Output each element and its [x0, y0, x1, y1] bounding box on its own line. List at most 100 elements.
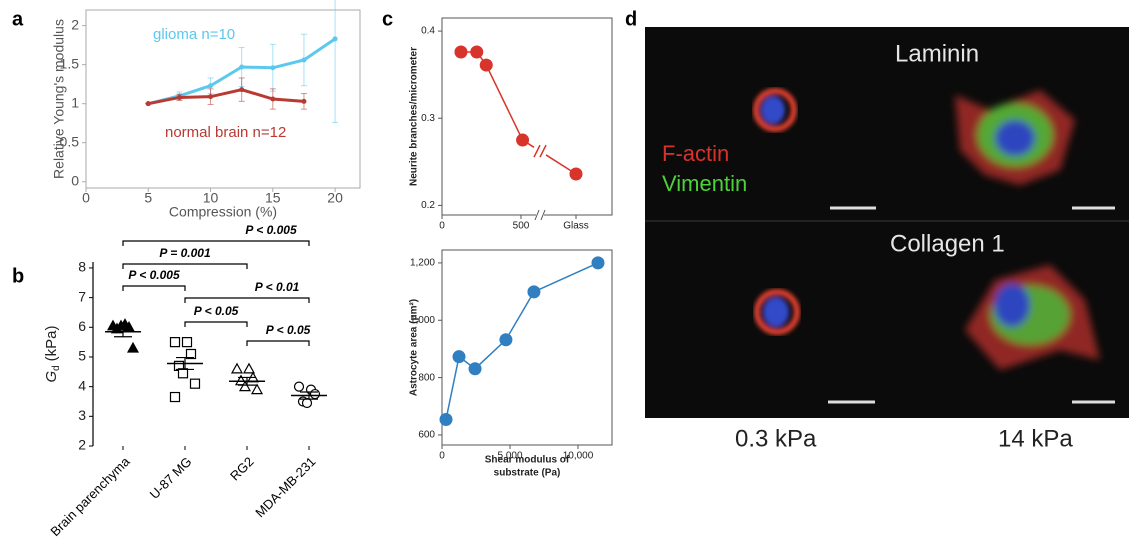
- y-tick-label: 3: [78, 407, 86, 423]
- y-label-unit: (kPa): [43, 325, 60, 361]
- y-tick-label: 8: [78, 259, 86, 275]
- data-point: [454, 45, 468, 59]
- data-point: [238, 380, 252, 392]
- cell-soft-laminin: [753, 88, 797, 132]
- y-tick-label: 0.2: [421, 200, 435, 211]
- significance-bracket: [122, 263, 248, 269]
- x-tick-label: Brain parenchyma: [47, 453, 133, 539]
- panel-letter: b: [12, 265, 24, 287]
- x-tick-label: 500: [513, 221, 530, 232]
- data-point: [270, 65, 276, 71]
- data-point: [309, 388, 321, 400]
- data-point: [239, 87, 245, 93]
- significance-label: P = 0.001: [159, 246, 211, 260]
- x-tick-label: 15: [265, 190, 281, 206]
- x-tick-label: 10: [203, 190, 219, 206]
- x-axis-label: Compression (%): [169, 204, 277, 220]
- break-mark: [533, 144, 541, 158]
- y-tick-label: 0.5: [60, 133, 80, 149]
- significance-bracket: [246, 340, 310, 346]
- cell-stiff-collagen: [965, 265, 1100, 370]
- break-connector: [522, 139, 535, 148]
- y-tick-label: 5: [78, 348, 86, 364]
- axis-break-gap: [536, 213, 544, 217]
- significance-label: P < 0.05: [266, 323, 311, 337]
- data-point: [499, 333, 513, 347]
- x-axis-label: Shear modulus of: [485, 455, 570, 466]
- y-axis-label: Astrocyte area (μm²): [409, 299, 420, 396]
- data-point: [470, 45, 484, 59]
- panel-letter: a: [12, 8, 24, 30]
- microscopy-panel: d Laminin Collagen 1 F-actin Vimentin 0.: [625, 8, 1129, 452]
- data-point: [242, 362, 256, 374]
- significance-bracket: [184, 321, 248, 327]
- data-point: [452, 350, 466, 364]
- data-point: [145, 101, 151, 107]
- axis-break-mark: [534, 209, 540, 221]
- x-tick-label: 5,000: [497, 451, 522, 462]
- y-tick-label: 1,200: [410, 258, 435, 269]
- x-tick-label: RG2: [227, 454, 257, 484]
- cell-soft-collagen: [754, 289, 800, 335]
- y-tick-label: 0.3: [421, 113, 435, 124]
- data-point: [293, 381, 305, 392]
- substrate-title: Collagen 1: [890, 230, 1005, 257]
- stiffness-label: 0.3 kPa: [735, 425, 817, 452]
- y-axis-label: Neurite branches/micrometer: [409, 47, 420, 186]
- data-point: [250, 383, 264, 395]
- series-label: glioma n=10: [153, 26, 235, 43]
- data-point: [301, 397, 313, 409]
- x-tick-label: 0: [439, 221, 445, 232]
- significance-bracket: [184, 297, 310, 303]
- significance-label: P < 0.05: [194, 304, 239, 318]
- significance-label: P < 0.005: [245, 223, 297, 237]
- y-tick-label: 4: [78, 377, 86, 393]
- plot-frame: [441, 17, 613, 216]
- data-point: [439, 412, 453, 426]
- substrate-title: Laminin: [895, 40, 979, 67]
- y-tick-label: 7: [78, 288, 86, 304]
- data-point: [185, 348, 197, 360]
- x-tick-label: 10,000: [563, 451, 594, 462]
- x-tick-label: 20: [327, 190, 343, 206]
- data-point: [126, 341, 140, 353]
- cell-stiff-laminin: [955, 90, 1075, 185]
- y-tick-label: 2: [78, 437, 86, 453]
- data-point: [169, 337, 181, 348]
- y-tick-label: 1.5: [60, 55, 80, 71]
- y-label-symbol: G: [43, 371, 60, 383]
- y-tick-label: 2: [71, 16, 79, 32]
- break-mark: [539, 144, 547, 158]
- x-axis-label: substrate (Pa): [494, 468, 561, 479]
- x-tick-label: 5: [144, 190, 152, 206]
- panel-letter: d: [625, 8, 637, 30]
- y-axis-label: Gd (kPa): [43, 325, 62, 382]
- axis-break-mark: [540, 209, 546, 221]
- y-tick-label: 600: [418, 430, 435, 441]
- y-tick-label: 0.4: [421, 26, 435, 37]
- data-point: [239, 64, 245, 70]
- data-point: [208, 83, 214, 89]
- data-point: [189, 378, 201, 389]
- data-point: [169, 391, 181, 403]
- series-line: [445, 262, 599, 420]
- y-tick-label: 1,000: [410, 315, 435, 326]
- data-point: [569, 167, 583, 181]
- micrograph-background: [645, 27, 1129, 418]
- data-point: [479, 58, 493, 72]
- data-point: [270, 96, 276, 102]
- x-tick-label: Glass: [563, 221, 589, 232]
- significance-bracket: [122, 240, 310, 246]
- stain-label: F-actin: [662, 141, 729, 166]
- panel-letter: c: [382, 8, 393, 30]
- significance-label: P < 0.005: [128, 268, 180, 282]
- significance-bracket: [122, 285, 186, 291]
- series-line: [147, 88, 305, 106]
- data-point: [527, 285, 541, 299]
- x-tick-label: MDA-MB-231: [252, 454, 318, 520]
- data-point: [177, 368, 189, 379]
- data-point: [176, 94, 182, 100]
- significance-label: P < 0.01: [255, 280, 300, 294]
- y-tick-label: 800: [418, 372, 435, 383]
